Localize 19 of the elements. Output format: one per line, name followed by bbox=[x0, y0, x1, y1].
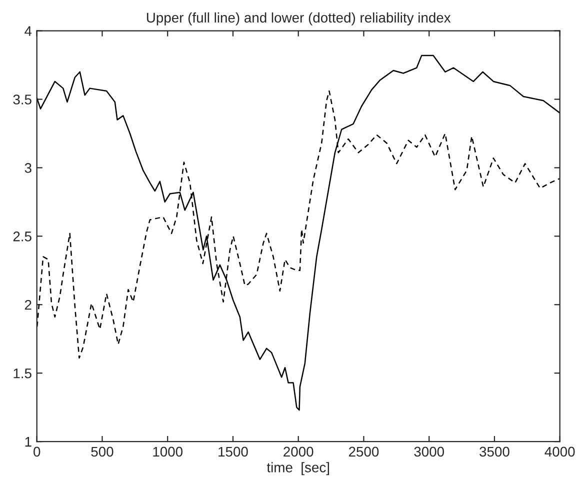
x-tick-label: 1000 bbox=[153, 446, 183, 457]
x-tick-label: 3000 bbox=[414, 446, 444, 457]
y-tick-label: 3 bbox=[24, 163, 32, 173]
y-tick-label: 2.5 bbox=[13, 232, 32, 242]
y-tick-label: 2 bbox=[24, 300, 32, 310]
x-tick-label: 0 bbox=[34, 446, 40, 457]
x-tick-label: 1500 bbox=[218, 446, 248, 457]
y-tick-label: 1 bbox=[25, 437, 32, 447]
x-tick-label: 3500 bbox=[480, 446, 510, 457]
chart-title: Upper (full line) and lower (dotted) reliability index bbox=[146, 12, 451, 26]
y-tick-label: 4 bbox=[24, 26, 32, 36]
x-tick-label: 2000 bbox=[284, 446, 314, 457]
x-tick-label: 500 bbox=[91, 446, 114, 457]
x-tick-label: 2500 bbox=[348, 446, 379, 457]
x-tick-label: 4000 bbox=[544, 446, 575, 457]
x-axis-title: time [sec] bbox=[266, 462, 330, 476]
y-tick-label: 1.5 bbox=[14, 368, 32, 378]
y-tick-label: 3.5 bbox=[13, 94, 32, 104]
line-series bbox=[36, 54, 560, 411]
